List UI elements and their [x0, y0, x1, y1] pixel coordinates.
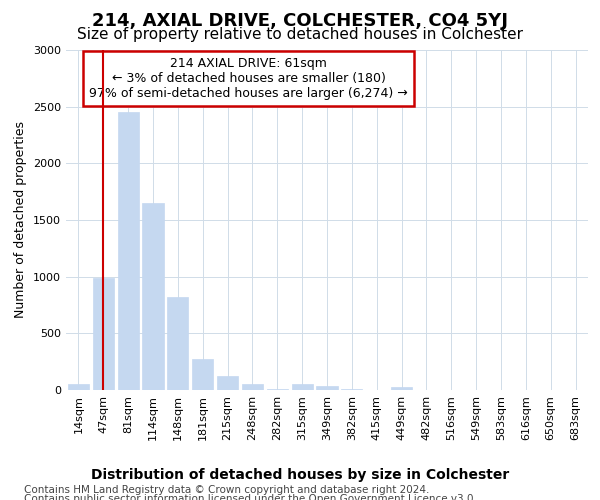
Bar	[391, 386, 412, 390]
Text: Distribution of detached houses by size in Colchester: Distribution of detached houses by size …	[91, 468, 509, 481]
Bar	[142, 203, 164, 390]
Bar	[242, 384, 263, 390]
Bar	[68, 384, 89, 390]
Bar	[192, 360, 213, 390]
Bar	[316, 386, 338, 390]
Text: Contains HM Land Registry data © Crown copyright and database right 2024.: Contains HM Land Registry data © Crown c…	[24, 485, 430, 495]
Text: Size of property relative to detached houses in Colchester: Size of property relative to detached ho…	[77, 28, 523, 42]
Text: 214, AXIAL DRIVE, COLCHESTER, CO4 5YJ: 214, AXIAL DRIVE, COLCHESTER, CO4 5YJ	[92, 12, 508, 30]
Bar	[93, 278, 114, 390]
Bar	[217, 376, 238, 390]
Text: Contains public sector information licensed under the Open Government Licence v3: Contains public sector information licen…	[24, 494, 477, 500]
Y-axis label: Number of detached properties: Number of detached properties	[14, 122, 28, 318]
Text: 214 AXIAL DRIVE: 61sqm
← 3% of detached houses are smaller (180)
97% of semi-det: 214 AXIAL DRIVE: 61sqm ← 3% of detached …	[89, 57, 408, 100]
Bar	[118, 112, 139, 390]
Bar	[292, 384, 313, 390]
Bar	[167, 297, 188, 390]
